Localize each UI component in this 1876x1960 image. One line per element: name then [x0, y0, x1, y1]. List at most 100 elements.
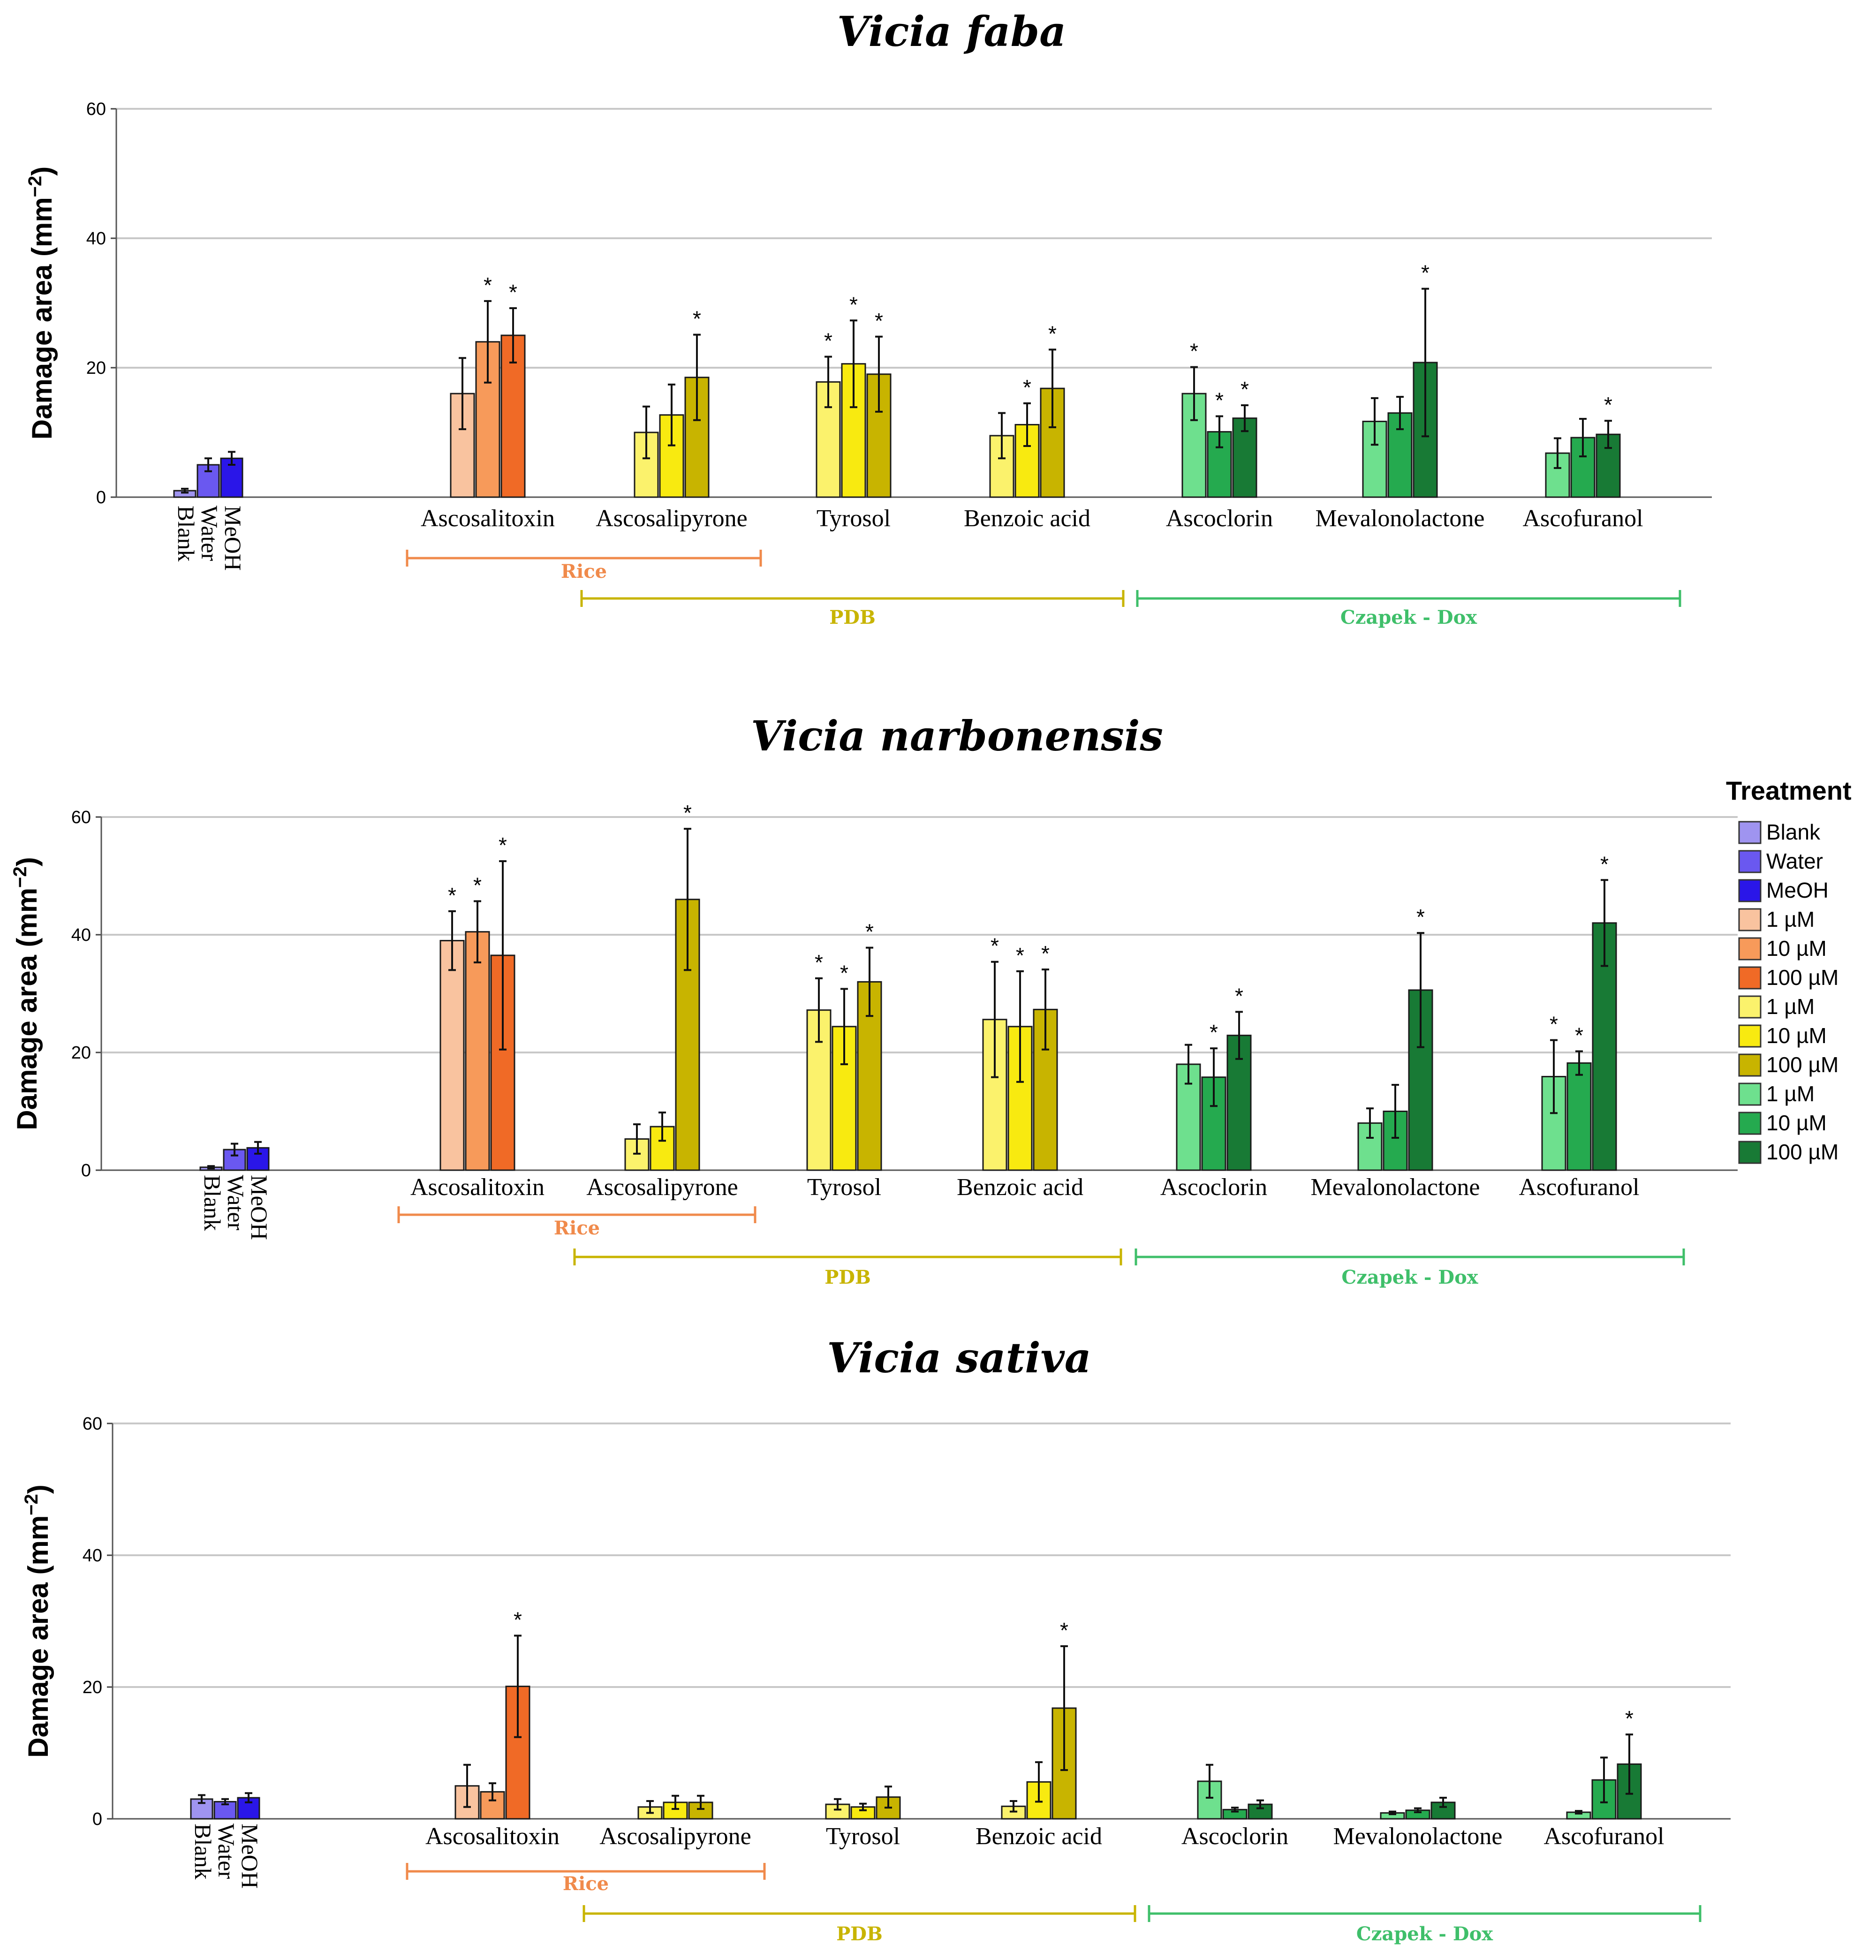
- media-group-label: Rice: [554, 1217, 600, 1239]
- compound-label: Benzoic acid: [964, 505, 1090, 532]
- y-axis-title: Damage area (mm−2): [21, 1484, 54, 1758]
- compound-6-dose-3-significance-star: *: [1421, 261, 1430, 285]
- legend-label: MeOH: [1766, 878, 1829, 902]
- compound-5-dose-3-bar: [1248, 1803, 1273, 1820]
- legend-swatch: [1738, 879, 1762, 902]
- compound-label: Tyrosol: [817, 505, 891, 532]
- compound-5-dose-3-significance-star: *: [1235, 984, 1243, 1008]
- compound-4-dose-3-significance-star: *: [1041, 941, 1050, 966]
- compound-label: Ascofuranol: [1543, 1823, 1664, 1850]
- media-group-label: Rice: [563, 1873, 609, 1895]
- compound-6-dose-3-significance-star: *: [1416, 905, 1425, 929]
- legend-swatch: [1738, 1024, 1762, 1048]
- compound-3-dose-2-significance-star: *: [849, 292, 858, 317]
- compound-label: Tyrosol: [807, 1174, 881, 1201]
- compound-label: Ascosalitoxin: [425, 1823, 560, 1850]
- media-group-label: PDB: [829, 606, 876, 628]
- compound-1-dose-2-bar: [465, 931, 490, 1171]
- compound-5-dose-1-significance-star: *: [1190, 339, 1198, 363]
- media-group-label: PDB: [825, 1266, 871, 1288]
- control-label: MeOH: [237, 1824, 263, 1889]
- y-tick-label: 0: [92, 1809, 102, 1829]
- chart-panel-3: Vicia sativa 0 20 40 60 Damage area (mm−2) Bla…: [21, 1333, 1731, 1945]
- compound-4-dose-2-significance-star: *: [1023, 375, 1031, 400]
- legend-label: 10 µM: [1766, 936, 1827, 961]
- y-axis-title-exponent: −2: [10, 866, 30, 888]
- compound-1-dose-2-significance-star: *: [484, 273, 492, 297]
- compound-3-dose-3-significance-star: *: [865, 920, 874, 944]
- compound-label: Ascosalitoxin: [410, 1174, 545, 1201]
- compound-1-dose-3-significance-star: *: [509, 280, 517, 304]
- y-axis-title-text: Damage area (mm: [23, 1515, 54, 1758]
- compound-4-dose-2-significance-star: *: [1016, 943, 1024, 968]
- compound-4-dose-1-bar: [982, 1019, 1007, 1171]
- legend-label: 10 µM: [1766, 1023, 1827, 1048]
- legend-label: 100 µM: [1766, 965, 1838, 990]
- compound-label: Ascofuranol: [1522, 505, 1643, 532]
- compound-label: Mevalonolactone: [1316, 505, 1485, 532]
- chart-panel-1: Vicia faba 0 20 40 60 Damage area (mm−2) Blank…: [25, 7, 1712, 628]
- compound-label: Ascoclorin: [1160, 1174, 1267, 1201]
- compound-7-dose-2-significance-star: *: [1575, 1023, 1583, 1047]
- y-axis-title-text: Damage area (mm: [26, 197, 58, 439]
- compound-label: Mevalonolactone: [1311, 1174, 1480, 1201]
- y-tick-label: 20: [86, 358, 106, 378]
- y-tick-label: 20: [71, 1043, 91, 1063]
- legend-label: 1 µM: [1766, 907, 1815, 931]
- compound-label: Tyrosol: [826, 1823, 900, 1850]
- control-label: MeOH: [246, 1175, 272, 1240]
- legend-swatch: [1738, 995, 1762, 1019]
- chart-panel-2: Vicia narbonensis 0 20 40 60 Damage area (mm−…: [10, 711, 1738, 1288]
- compound-1-dose-3-significance-star: *: [499, 833, 507, 857]
- legend-label: Blank: [1766, 820, 1821, 844]
- y-tick-label: 60: [71, 808, 91, 827]
- compound-label: Benzoic acid: [976, 1823, 1102, 1850]
- y-axis-title: Damage area (mm−2): [25, 166, 58, 440]
- compound-3-dose-1-significance-star: *: [815, 950, 823, 975]
- legend-label: Water: [1766, 849, 1823, 873]
- control-label: Water: [213, 1824, 240, 1879]
- media-group-label: PDB: [836, 1923, 883, 1945]
- y-tick-label: 0: [96, 488, 106, 507]
- media-group-label: Czapek - Dox: [1340, 606, 1477, 628]
- compound-4-dose-1-significance-star: *: [991, 934, 999, 958]
- legend-swatch: [1738, 1112, 1762, 1135]
- panel-title: Vicia sativa: [827, 1333, 1091, 1382]
- legend-swatch: [1738, 1082, 1762, 1106]
- compound-7-dose-2-bar: [1566, 1062, 1592, 1171]
- y-tick-label: 20: [83, 1678, 102, 1697]
- compound-4-dose-2-bar: [1007, 1026, 1033, 1171]
- compound-1-dose-2-significance-star: *: [473, 873, 482, 897]
- compound-5-dose-3-significance-star: *: [1241, 377, 1249, 401]
- media-group-label: Rice: [561, 560, 607, 583]
- compound-label: Ascofuranol: [1519, 1174, 1639, 1201]
- legend-swatch: [1738, 908, 1762, 931]
- compound-label: Ascosalipyrone: [596, 505, 747, 532]
- compound-2-dose-3-significance-star: *: [693, 307, 701, 331]
- compound-3-dose-3-significance-star: *: [875, 309, 883, 333]
- compound-label: Ascoclorin: [1166, 505, 1273, 532]
- legend-swatch: [1738, 966, 1762, 990]
- compound-7-dose-3-significance-star: *: [1625, 1706, 1634, 1731]
- compound-label: Benzoic acid: [957, 1174, 1083, 1201]
- compound-label: Ascoclorin: [1181, 1823, 1288, 1850]
- legend-swatch: [1738, 1053, 1762, 1077]
- compound-4-dose-3-significance-star: *: [1048, 321, 1057, 346]
- y-tick-label: 60: [86, 99, 106, 119]
- legend-label: 100 µM: [1766, 1140, 1838, 1164]
- compound-label: Mevalonolactone: [1333, 1823, 1503, 1850]
- compound-7-dose-3-significance-star: *: [1600, 852, 1609, 876]
- media-group-label: Czapek - Dox: [1356, 1923, 1493, 1945]
- panel-title: Vicia faba: [837, 7, 1066, 56]
- legend-label: 1 µM: [1766, 1082, 1815, 1106]
- control-label: Water: [223, 1175, 249, 1230]
- y-tick-label: 40: [83, 1546, 102, 1566]
- compound-3-dose-1-significance-star: *: [824, 329, 832, 353]
- legend-label: 10 µM: [1766, 1111, 1827, 1135]
- y-axis-title-exponent: −2: [25, 176, 45, 197]
- control-label: Blank: [173, 506, 199, 561]
- y-tick-label: 60: [83, 1414, 102, 1434]
- compound-1-dose-1-significance-star: *: [448, 883, 456, 908]
- media-group-label: Czapek - Dox: [1341, 1266, 1478, 1288]
- y-axis-title-close: ): [26, 166, 58, 176]
